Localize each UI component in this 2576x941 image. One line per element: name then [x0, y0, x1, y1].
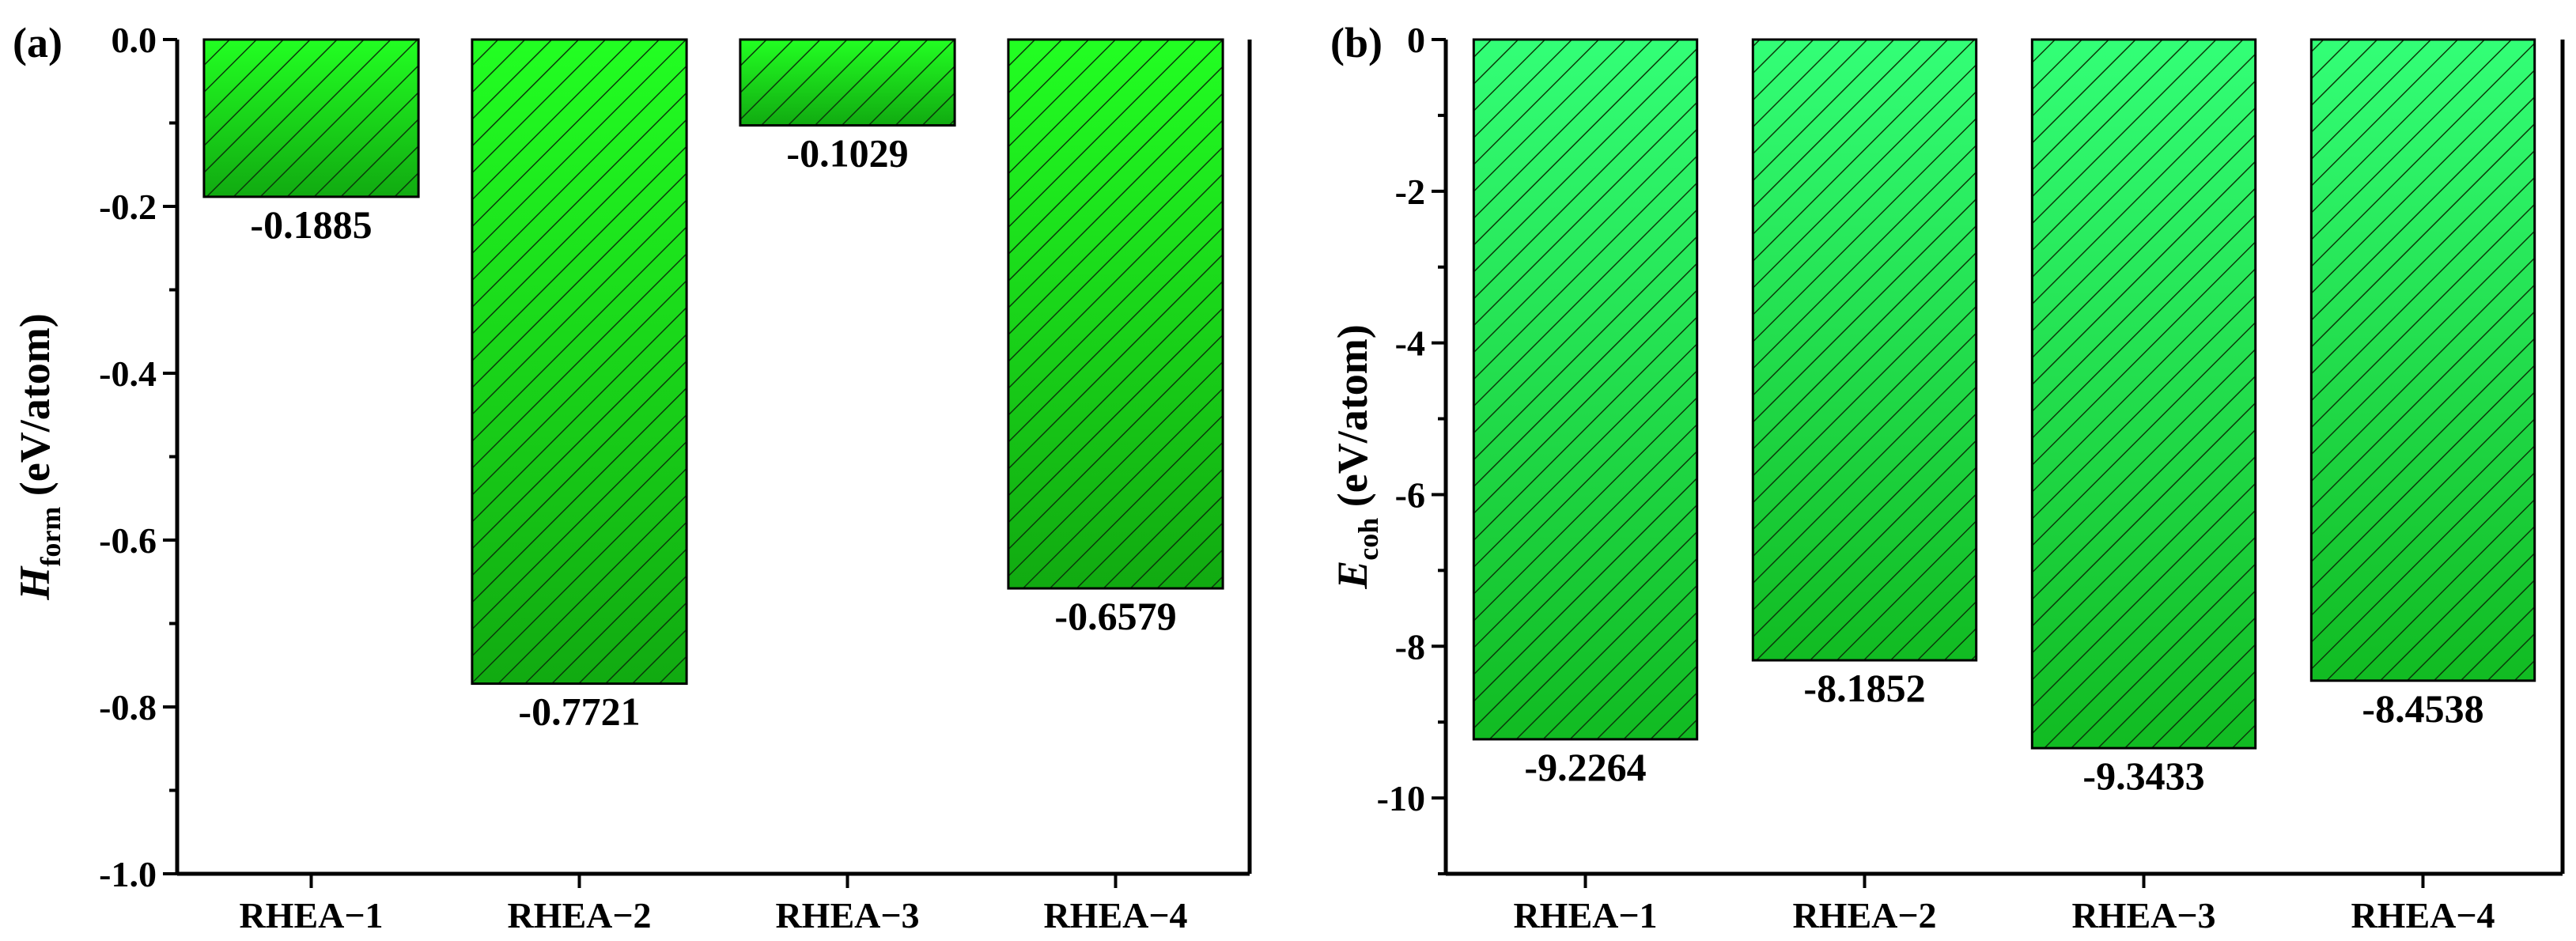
- y-tick-label: 0.0: [112, 20, 157, 60]
- panel-a: -0.1885 RHEA−1 -0.7721 RHEA−2 -0.1029 RHEA−3 -…: [11, 19, 1252, 935]
- y-axis-title: Hform (eV/atom): [11, 313, 66, 600]
- data-label-1: -9.2264: [1524, 745, 1646, 789]
- y-tick-label: 0: [1407, 20, 1425, 60]
- data-label-2: -0.7721: [518, 690, 640, 734]
- bar-2: [1751, 38, 1978, 662]
- y-tick-label: -6: [1395, 474, 1425, 515]
- bar-3: [2030, 38, 2257, 750]
- data-label-2: -8.1852: [1803, 666, 1925, 710]
- data-label-3: -0.1029: [786, 131, 908, 176]
- bar-1: [202, 38, 420, 198]
- bar-4: [2309, 38, 2536, 682]
- category-label-2: RHEA−2: [507, 895, 651, 935]
- y-tick-label: -8: [1395, 626, 1425, 667]
- category-label-3: RHEA−3: [2071, 895, 2215, 935]
- y-tick-label: -10: [1377, 778, 1425, 818]
- data-label-4: -0.6579: [1054, 594, 1176, 638]
- y-tick-label: -0.6: [99, 520, 157, 561]
- category-label-2: RHEA−2: [1792, 895, 1936, 935]
- y-tick-label: -0.2: [99, 187, 157, 227]
- category-label-4: RHEA−4: [1043, 895, 1187, 935]
- y-axis-title: Ecoh (eV/atom): [1329, 324, 1384, 589]
- data-label-3: -9.3433: [2082, 754, 2204, 798]
- bar-3: [739, 38, 956, 127]
- y-tick-label: -1.0: [99, 854, 157, 894]
- y-tick-label: -0.8: [99, 687, 157, 727]
- data-label-1: -0.1885: [250, 202, 372, 247]
- y-tick-label: -4: [1395, 323, 1425, 364]
- bar-2: [471, 38, 688, 686]
- y-tick-label: -2: [1395, 172, 1425, 212]
- panel-b: -9.2264 RHEA−1 -8.1852 RHEA−2 -9.3433 RHEA−3 -…: [1329, 19, 2565, 935]
- category-label-1: RHEA−1: [1513, 895, 1657, 935]
- data-label-4: -8.4538: [2362, 686, 2483, 731]
- bar-1: [1472, 38, 1699, 741]
- category-label-3: RHEA−3: [775, 895, 919, 935]
- panel-label: (b): [1330, 19, 1383, 66]
- category-label-4: RHEA−4: [2351, 895, 2495, 935]
- y-tick-label: -0.4: [99, 353, 157, 394]
- panel-label: (a): [13, 19, 62, 66]
- category-label-1: RHEA−1: [239, 895, 383, 935]
- bar-4: [1007, 38, 1224, 590]
